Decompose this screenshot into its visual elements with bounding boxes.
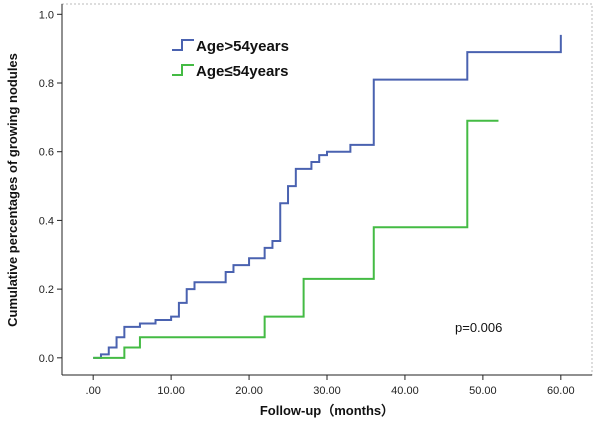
y-axis-ticks: 0.0 0.2 0.4 0.6 0.8 1.0 — [39, 9, 62, 365]
y-axis-title: Cumulative percentages of growing nodule… — [5, 53, 20, 327]
x-tick-label: 50.00 — [469, 385, 497, 397]
legend-label-1: Age>54years — [196, 38, 289, 55]
x-tick-label: .00 — [86, 385, 101, 397]
plot-frame — [61, 3, 593, 376]
legend-label-2: Age≤54years — [196, 63, 288, 80]
x-axis-title: Follow-up（months） — [260, 403, 394, 418]
y-tick-label: 0.8 — [39, 78, 54, 90]
x-tick-label: 30.00 — [313, 385, 341, 397]
legend-swatch-1 — [172, 39, 194, 51]
x-tick-label: 10.00 — [157, 385, 185, 397]
p-value-annotation: p=0.006 — [455, 320, 502, 335]
legend: Age>54years Age≤54years — [172, 38, 289, 80]
x-tick-label: 20.00 — [235, 385, 263, 397]
y-tick-label: 0.4 — [39, 215, 54, 227]
series-line-2 — [93, 119, 499, 359]
x-tick-label: 60.00 — [547, 385, 575, 397]
legend-swatch-2 — [172, 64, 194, 76]
x-tick-label: 40.00 — [391, 385, 419, 397]
series-layer — [93, 34, 562, 359]
y-tick-label: 0.2 — [39, 284, 54, 296]
y-tick-label: 0.6 — [39, 147, 54, 159]
series-line-1 — [93, 34, 562, 359]
y-tick-label: 0.0 — [39, 353, 54, 365]
y-tick-label: 1.0 — [39, 9, 54, 21]
x-axis-ticks: .00 10.00 20.00 30.00 40.00 50.00 60.00 — [86, 375, 575, 397]
